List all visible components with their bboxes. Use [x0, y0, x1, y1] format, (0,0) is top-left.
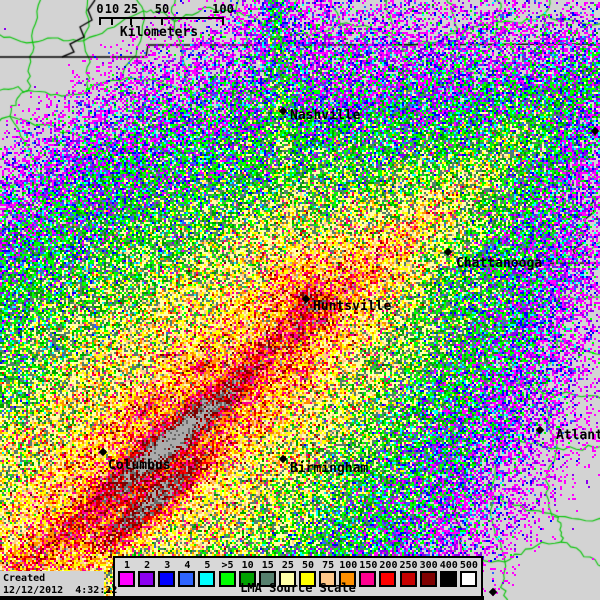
legend-value-label: 5 [204, 560, 211, 571]
legend-color-swatch [178, 571, 196, 587]
created-datetime: 12/12/2012 4:32:22 [3, 585, 118, 596]
legend-value-label: 300 [419, 560, 438, 571]
legend-value-label: 200 [379, 560, 398, 571]
legend-value-label: 1 [123, 560, 131, 571]
legend-color-swatch [439, 571, 457, 587]
legend-color-swatch [218, 571, 236, 587]
legend-color-swatch [419, 571, 437, 587]
legend-color-swatch [138, 571, 156, 587]
legend-color-swatch [379, 571, 397, 587]
legend-color-swatch [238, 571, 256, 587]
legend-value-label: 15 [261, 560, 274, 571]
legend-color-swatch [158, 571, 176, 587]
legend-color-swatch [339, 571, 357, 587]
legend-color-swatch [459, 571, 477, 587]
legend-value-label: 25 [281, 560, 294, 571]
legend-value-label: 100 [339, 560, 358, 571]
legend-value-label: 150 [359, 560, 378, 571]
legend-color-swatch [299, 571, 316, 587]
legend-color-swatch [118, 571, 135, 587]
legend-color-swatch [399, 571, 417, 587]
legend-color-swatch [359, 571, 377, 587]
legend-value-label: 400 [439, 560, 458, 571]
legend-value-label: 250 [399, 560, 418, 571]
legend-color-swatch [278, 571, 296, 587]
created-label: Created [3, 573, 46, 584]
legend-value-label: 500 [459, 560, 478, 571]
legend-value-label: >5 [221, 560, 234, 571]
legend-color-swatch [258, 571, 276, 587]
bottom-border-strip [0, 596, 484, 600]
legend-color-swatch [319, 571, 337, 587]
legend-value-label: 3 [164, 560, 171, 571]
legend-value-label: 2 [144, 560, 151, 571]
lma-source-scale-legend: 1 2 3 4 5 >5 10 15 25 50 75 100 150 200 250 300 400 500 L… [113, 556, 483, 598]
legend-value-label: 10 [241, 560, 254, 571]
legend-value-label: 75 [322, 560, 335, 571]
created-timestamp-box: Created 12/12/2012 4:32:22 [0, 571, 117, 598]
legend-color-swatch [198, 571, 216, 587]
legend-value-label: 50 [301, 560, 315, 571]
legend-value-label: 4 [184, 560, 191, 571]
legend-title: LMA Source Scale [240, 581, 356, 595]
